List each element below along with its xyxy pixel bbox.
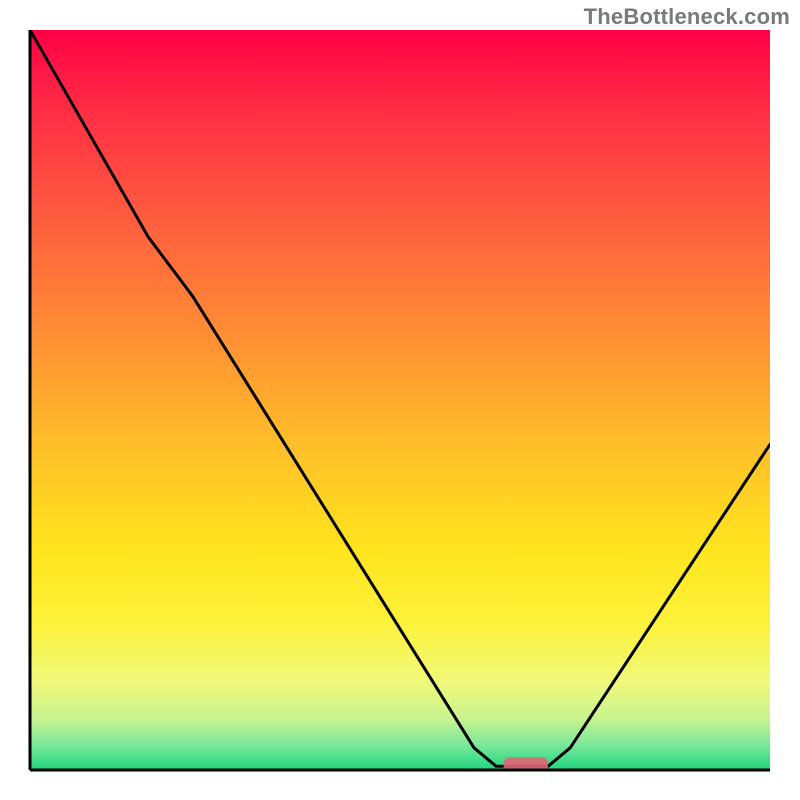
bottleneck-chart [0,0,800,800]
watermark-text: TheBottleneck.com [584,4,790,30]
chart-container: TheBottleneck.com [0,0,800,800]
gradient-background [30,30,770,770]
